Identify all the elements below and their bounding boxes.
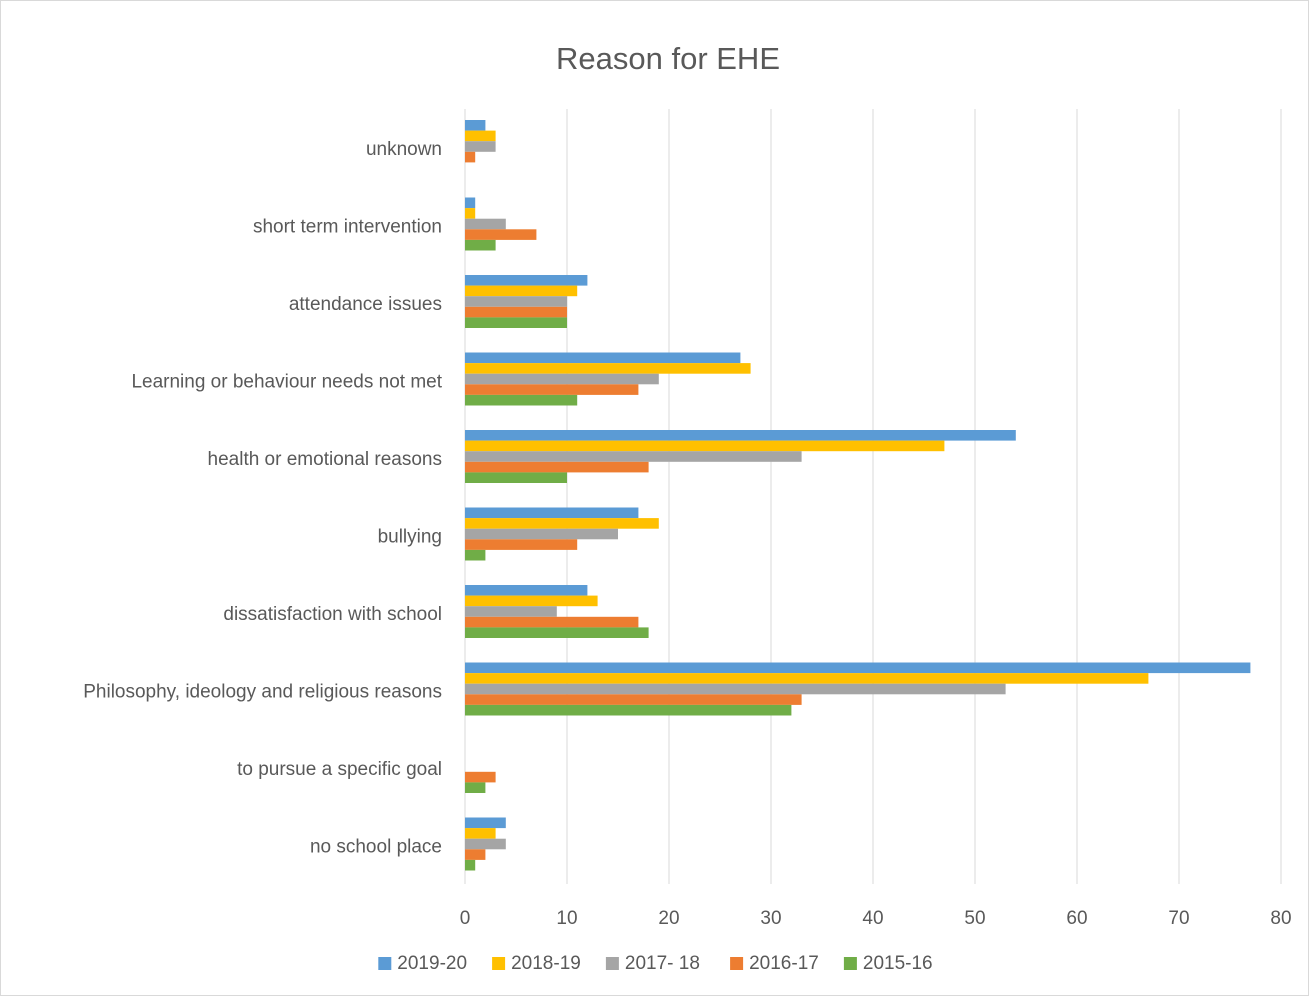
legend-item-2015-16: 2015-16: [843, 953, 933, 974]
legend-swatch: [492, 957, 506, 970]
bar-unknown-2019-20: [465, 120, 486, 131]
bar-bullying-2017-18: [465, 528, 618, 540]
legend-label: 2018-19: [511, 953, 581, 974]
bar-health-or-emotional-reasons-2017-18: [465, 451, 802, 462]
gridlines: [464, 109, 1282, 884]
legend-swatch: [605, 957, 619, 970]
legend-item-2018-19: 2018-19: [492, 953, 581, 974]
legend-swatch: [730, 957, 744, 970]
legend-item-2019-20: 2019-20: [378, 953, 467, 974]
legend-item-2016-17: 2016-17: [730, 953, 819, 974]
chart-title: Reason for EHE: [556, 41, 780, 76]
bar-to-pursue-a-specific-goal-2015-16: [465, 782, 486, 793]
x-tick-label: 0: [460, 908, 471, 929]
legend-item-2017-18: 2017- 18: [605, 953, 700, 974]
bar-health-or-emotional-reasons-2019-20: [465, 430, 1016, 441]
bar-unknown-2017-18: [465, 141, 496, 152]
bar-no-school-place-2017-18: [465, 838, 506, 850]
bar-learning-or-behaviour-needs-not-met-2015-16: [465, 394, 578, 406]
bar-bullying-2015-16: [465, 549, 486, 561]
bar-unknown-2018-19: [465, 130, 496, 142]
legend-swatch: [378, 957, 392, 970]
bar-no-school-place-2016-17: [465, 849, 486, 860]
bar-health-or-emotional-reasons-2015-16: [465, 472, 567, 483]
bar-learning-or-behaviour-needs-not-met-2017-18: [465, 373, 659, 385]
category-label: no school place: [310, 836, 442, 857]
bar-attendance-issues-2015-16: [465, 317, 567, 328]
bar-no-school-place-2019-20: [465, 817, 506, 829]
category-label: health or emotional reasons: [208, 449, 442, 470]
legend: 2019-20 2018-19 2017- 18 2016-17 2015-16: [378, 953, 933, 974]
bar-philosophy-ideology-and-religious-reasons-2015-16: [465, 704, 792, 716]
bar-philosophy-ideology-and-religious-reasons-2017-18: [465, 683, 1006, 695]
legend-label: 2017- 18: [625, 953, 700, 974]
category-labels: unknown short term intervention attendance…: [83, 139, 442, 858]
x-axis-ticks: 0 10 20 30 40 50 60 70 80: [460, 908, 1292, 929]
x-tick-label: 10: [556, 908, 577, 929]
bar-health-or-emotional-reasons-2018-19: [465, 440, 945, 452]
bar-bullying-2016-17: [465, 539, 578, 550]
bar-short-term-intervention-2016-17: [465, 229, 537, 240]
bar-bullying-2019-20: [465, 507, 639, 519]
bar-learning-or-behaviour-needs-not-met-2019-20: [465, 352, 741, 364]
bar-no-school-place-2015-16: [465, 859, 476, 871]
bar-philosophy-ideology-and-religious-reasons-2016-17: [465, 694, 802, 705]
x-tick-label: 60: [1066, 908, 1087, 929]
bar-philosophy-ideology-and-religious-reasons-2018-19: [465, 673, 1149, 684]
bar-dissatisfaction-with-school-2018-19: [465, 595, 598, 607]
bar-dissatisfaction-with-school-2019-20: [465, 585, 588, 596]
bar-learning-or-behaviour-needs-not-met-2016-17: [465, 384, 639, 395]
bar-short-term-intervention-2017-18: [465, 218, 506, 230]
x-tick-label: 30: [760, 908, 781, 929]
bar-dissatisfaction-with-school-2015-16: [465, 627, 649, 638]
category-label: unknown: [366, 139, 442, 160]
bar-health-or-emotional-reasons-2016-17: [465, 461, 649, 473]
category-label: short term intervention: [253, 216, 442, 237]
bar-short-term-intervention-2015-16: [465, 239, 496, 251]
bar-dissatisfaction-with-school-2016-17: [465, 616, 639, 628]
category-label: to pursue a specific goal: [237, 759, 442, 780]
bar-unknown-2016-17: [465, 151, 476, 163]
bar-no-school-place-2018-19: [465, 828, 496, 839]
category-label: Philosophy, ideology and religious reaso…: [83, 681, 442, 702]
legend-label: 2015-16: [863, 953, 933, 974]
bar-philosophy-ideology-and-religious-reasons-2019-20: [465, 662, 1251, 674]
legend-label: 2016-17: [749, 953, 819, 974]
bar-attendance-issues-2019-20: [465, 275, 588, 286]
x-tick-label: 80: [1270, 908, 1291, 929]
x-tick-label: 50: [964, 908, 985, 929]
category-label: bullying: [378, 526, 442, 547]
bar-learning-or-behaviour-needs-not-met-2018-19: [465, 363, 751, 374]
legend-swatch: [843, 957, 857, 970]
bar-short-term-intervention-2018-19: [465, 208, 476, 219]
x-tick-label: 20: [658, 908, 679, 929]
bar-attendance-issues-2017-18: [465, 296, 567, 307]
bar-dissatisfaction-with-school-2017-18: [465, 606, 557, 617]
bar-attendance-issues-2018-19: [465, 285, 578, 297]
category-label: attendance issues: [289, 294, 442, 315]
x-tick-label: 40: [862, 908, 883, 929]
bars: [465, 120, 1251, 871]
bar-short-term-intervention-2019-20: [465, 197, 476, 209]
x-tick-label: 70: [1168, 908, 1189, 929]
legend-label: 2019-20: [397, 953, 467, 974]
bar-to-pursue-a-specific-goal-2016-17: [465, 771, 496, 783]
bar-bullying-2018-19: [465, 518, 659, 529]
bar-attendance-issues-2016-17: [465, 306, 567, 318]
category-label: dissatisfaction with school: [223, 604, 442, 625]
category-label: Learning or behaviour needs not met: [131, 371, 442, 392]
